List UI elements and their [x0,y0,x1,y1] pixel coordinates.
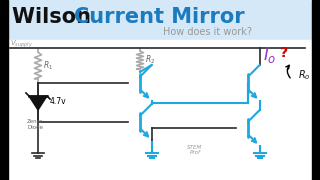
Text: Zener
Diode: Zener Diode [27,119,43,130]
Text: $R_o$: $R_o$ [298,68,311,82]
Text: ?: ? [280,46,288,60]
Bar [8,40,312,180]
Text: $R_2$: $R_2$ [145,54,155,66]
Text: Wilson: Wilson [12,7,98,27]
Text: STEM
Prof: STEM Prof [188,145,203,155]
Bar [312,0,320,180]
Text: 4.7v: 4.7v [50,98,67,107]
Text: Current Mirror: Current Mirror [74,7,244,27]
Text: $R_1$: $R_1$ [43,59,53,72]
Text: How does it work?: How does it work? [163,27,252,37]
Bar [0,0,8,180]
Text: $I_o$: $I_o$ [263,45,277,65]
Text: $V_{supply}$: $V_{supply}$ [10,38,33,50]
Polygon shape [29,96,47,110]
